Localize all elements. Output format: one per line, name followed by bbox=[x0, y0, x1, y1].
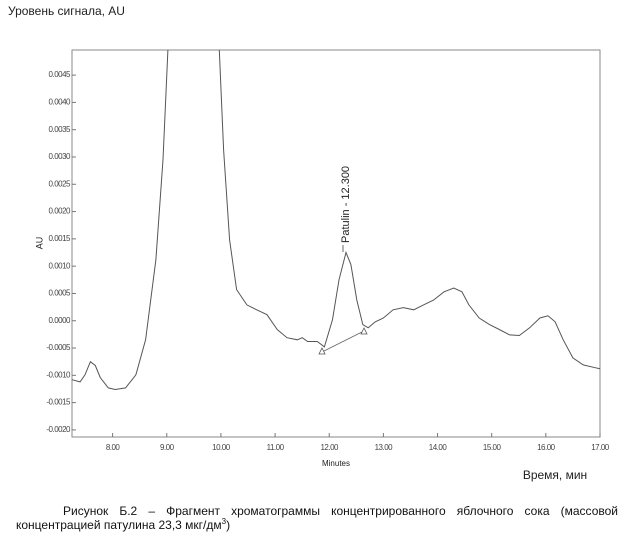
caption: Рисунок Б.2 – Фрагмент хроматограммы кон… bbox=[16, 504, 618, 532]
x-tick-label: 16.00 bbox=[537, 443, 556, 452]
x-tick-label: 14.00 bbox=[429, 443, 448, 452]
x-axis-label: Minutes bbox=[322, 459, 350, 468]
y-tick-label: -0.0015 bbox=[46, 398, 71, 407]
y-tick-label: 0.0020 bbox=[49, 207, 72, 216]
x-tick-label: 8.00 bbox=[106, 443, 121, 452]
x-tick-label: 9.00 bbox=[160, 443, 175, 452]
y-tick-label: 0.0010 bbox=[49, 261, 72, 270]
y-tick-label: 0.0030 bbox=[49, 152, 72, 161]
y-tick-label: 0.0045 bbox=[49, 70, 72, 79]
caption-end: ) bbox=[226, 518, 231, 532]
y-tick-label: -0.0005 bbox=[46, 343, 71, 352]
x-tick-label: 10.00 bbox=[212, 443, 231, 452]
x-tick-label: 17.00 bbox=[591, 443, 610, 452]
y-tick-label: 0.0025 bbox=[49, 179, 72, 188]
peak-end-marker bbox=[360, 327, 368, 335]
x-tick-label: 11.00 bbox=[267, 443, 285, 452]
y-tick-label: -0.0020 bbox=[46, 425, 71, 434]
plot-frame bbox=[71, 49, 601, 438]
caption-superscript: 3 bbox=[221, 517, 227, 526]
baseline bbox=[321, 330, 365, 353]
y-tick-label: 0.0035 bbox=[49, 125, 72, 134]
y-tick-label: 0.0015 bbox=[49, 234, 72, 243]
x-tick-label: 12.00 bbox=[320, 443, 339, 452]
chart: Уровень сигнала, AU Время, мин AU Minute… bbox=[8, 4, 610, 482]
y-axis-label: AU bbox=[34, 237, 44, 250]
y-tick-label: 0.0040 bbox=[49, 98, 72, 107]
y-tick-label: -0.0010 bbox=[46, 370, 71, 379]
signal-line bbox=[71, 49, 169, 391]
peak-annotation: Patulin - 12.300 bbox=[340, 166, 352, 243]
x-tick-label: 15.00 bbox=[483, 443, 502, 452]
caption-text: Рисунок Б.2 – Фрагмент хроматограммы кон… bbox=[16, 504, 618, 532]
y-tick-label: 0.0000 bbox=[49, 316, 72, 325]
x-title: Время, мин bbox=[523, 468, 587, 482]
peak-start-marker bbox=[318, 347, 326, 355]
y-tick-label: 0.0005 bbox=[49, 289, 72, 298]
y-title: Уровень сигнала, AU bbox=[8, 4, 125, 18]
signal-line bbox=[218, 49, 601, 370]
x-tick-label: 13.00 bbox=[375, 443, 394, 452]
